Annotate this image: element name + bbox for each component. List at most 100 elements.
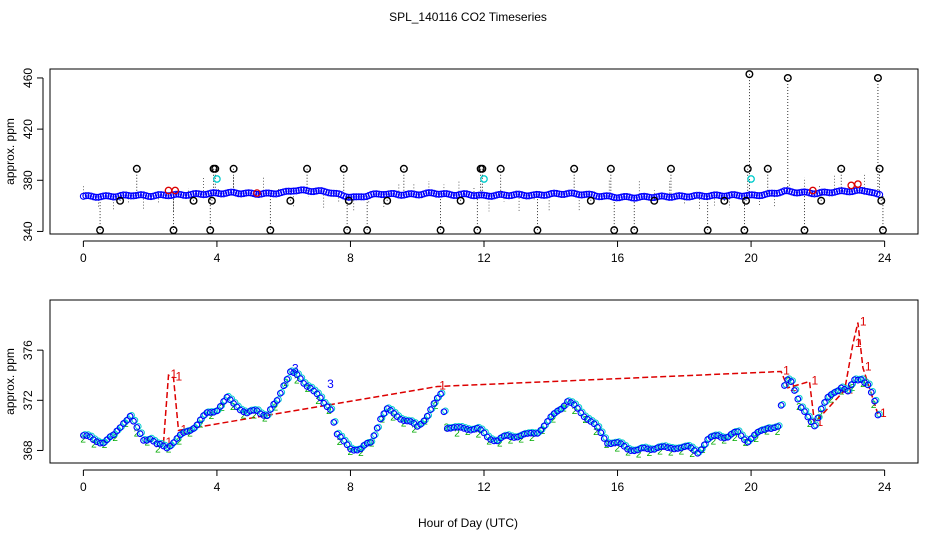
data-point-blue: [373, 424, 381, 432]
data-point-blue: [99, 192, 107, 200]
data-point-blue: [667, 444, 675, 452]
data-point-blue: [720, 192, 728, 200]
data-point-blue: [84, 192, 92, 200]
y-tick-label: 376: [21, 340, 35, 360]
series-green-marker: 2: [155, 445, 161, 456]
data-point-blue: [538, 191, 546, 199]
series-green-marker: 2: [518, 435, 524, 446]
series-raw-marker: 1: [166, 435, 173, 449]
series-annotation: 3: [327, 377, 334, 391]
data-point-blue: [711, 432, 718, 440]
data-point-blue: [490, 437, 498, 445]
series-green-marker: 2: [91, 440, 97, 451]
data-point-blue: [497, 190, 506, 198]
data-point-blue: [92, 193, 100, 201]
series-green-marker: 2: [657, 447, 663, 458]
data-point-blue: [697, 446, 705, 454]
y-tick-label: 380: [21, 170, 35, 190]
data-point-blue: [210, 189, 218, 197]
data-point-blue: [123, 417, 131, 424]
series-green-marker: 2: [860, 379, 866, 390]
data-point-blue: [647, 446, 655, 454]
data-point-blue: [520, 191, 528, 199]
data-point-blue: [216, 403, 224, 410]
data-point-blue: [255, 190, 263, 199]
data-point-blue: [236, 406, 244, 414]
series-raw-marker: 1: [865, 360, 872, 374]
data-point-red: [854, 180, 862, 188]
data-point-red: [253, 189, 261, 197]
data-point-black: [473, 226, 482, 235]
data-point-blue: [453, 423, 461, 431]
data-point-blue: [594, 424, 601, 431]
data-point-blue: [90, 436, 97, 444]
data-point-blue: [350, 193, 358, 201]
series-green-marker: 2: [818, 410, 824, 421]
data-point-blue: [186, 427, 194, 434]
series-green-marker: 2: [412, 424, 418, 435]
data-point-blue: [690, 192, 698, 200]
top-panel: 0 4 8 12 16 20 24 340 380 420 460 approx. ppm: [3, 68, 919, 265]
data-point-blue: [293, 371, 301, 378]
data-point-blue: [220, 398, 227, 405]
data-point-blue: [838, 187, 846, 195]
data-point-blue: [260, 412, 268, 419]
data-point-blue: [256, 410, 264, 418]
data-point-blue: [624, 445, 631, 453]
data-point-cyan: [372, 431, 379, 438]
series-green-marker: 2: [177, 436, 183, 447]
data-point-black: [873, 73, 882, 82]
data-point-black: [800, 226, 809, 235]
data-point-blue: [818, 188, 826, 196]
data-point-blue: [530, 430, 538, 437]
data-point-blue: [472, 191, 481, 200]
data-point-cyan: [442, 407, 449, 415]
data-point-blue: [768, 189, 776, 197]
data-point-black: [363, 226, 372, 235]
data-point-blue: [638, 193, 646, 201]
data-point-cyan: [792, 386, 800, 393]
data-point-blue: [814, 414, 822, 422]
data-point-cyan: [198, 415, 206, 423]
data-point-cyan: [268, 405, 276, 412]
data-point-blue: [350, 446, 358, 454]
series-green-marker: 2: [764, 426, 770, 437]
series-raw-marker: 1: [176, 370, 183, 384]
data-point-black: [211, 164, 220, 173]
data-point-blue: [470, 192, 478, 200]
data-point-blue: [467, 191, 476, 199]
data-point-blue: [370, 190, 378, 198]
data-point-cyan: [261, 411, 269, 418]
data-point-blue: [252, 190, 260, 198]
data-point-blue: [851, 376, 858, 384]
data-point-blue: [437, 190, 445, 198]
data-point-black: [570, 164, 579, 173]
plot-frame: [49, 299, 919, 464]
series-green-marker: 2: [636, 449, 642, 460]
data-point-blue: [193, 421, 201, 429]
data-point-cyan: [872, 396, 880, 404]
data-point-blue: [460, 425, 468, 432]
data-point-blue: [807, 418, 815, 426]
series-green-marker: 2: [262, 413, 268, 424]
data-point-cyan: [275, 396, 282, 403]
data-point-blue: [127, 192, 135, 200]
data-point-blue: [744, 438, 752, 446]
series-green-marker: 2: [476, 429, 482, 440]
data-point-blue: [861, 187, 869, 195]
data-point-blue: [580, 191, 588, 199]
series-green-marker: 2: [775, 427, 781, 438]
x-tick-label: 4: [214, 251, 221, 265]
data-point-blue: [129, 192, 138, 200]
series-green-marker: 2: [273, 403, 279, 414]
data-point-blue: [266, 406, 274, 413]
data-point-cyan: [195, 420, 202, 428]
data-point-black: [666, 164, 675, 173]
data-point-black: [720, 196, 729, 205]
data-point-blue: [357, 445, 364, 453]
series-annotation: 3: [292, 362, 299, 376]
data-point-blue: [871, 397, 878, 405]
series-green-marker: 2: [380, 415, 386, 426]
